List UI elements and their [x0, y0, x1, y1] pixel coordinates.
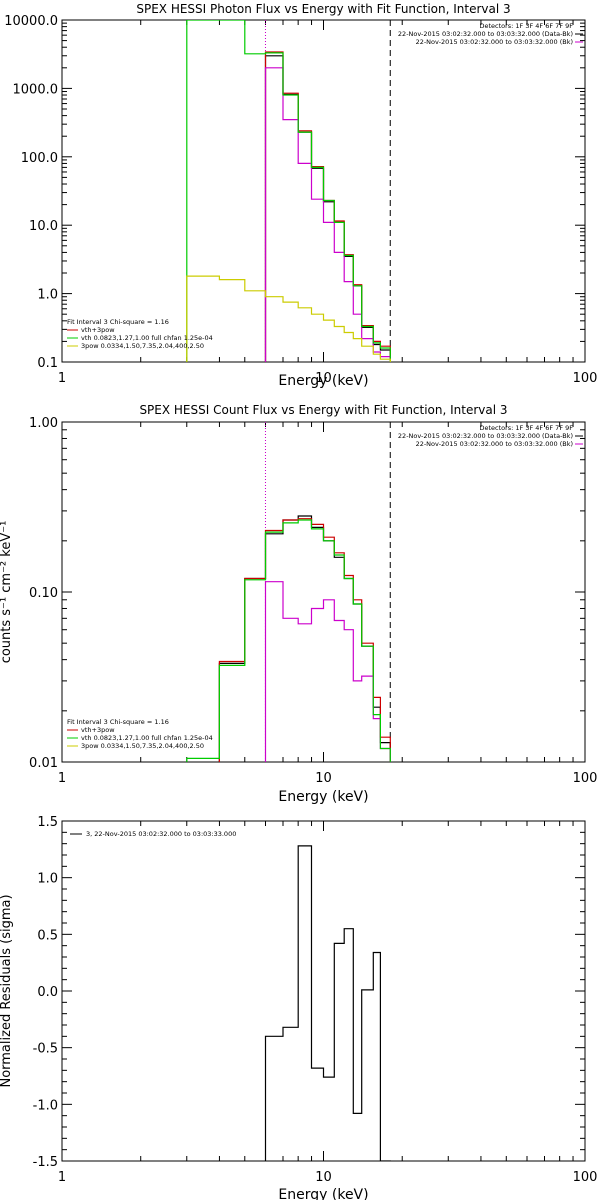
series-2-line	[264, 67, 391, 362]
count-flux-panel: SPEX HESSI Count Flux vs Energy with Fit…	[0, 403, 597, 805]
y-tick-label: 100.0	[21, 151, 58, 166]
info-line: 22-Nov-2015 03:02:32.000 to 03:03:32.000…	[416, 440, 573, 448]
fit-legend-label: vth 0.0823,1.27,1.00 full chfan 1.25e-04	[81, 334, 213, 342]
series-2-line	[264, 581, 391, 762]
x-tick-label: 10	[315, 371, 332, 386]
fit-legend-label: 3pow 0.0334,1.50,7.35,2.04,400,2.50	[81, 342, 204, 350]
plot-frame	[61, 19, 586, 363]
fit-legend-label: vth+3pow	[81, 326, 115, 334]
y-tick-label: 1.00	[29, 416, 58, 431]
x-tick-label: 100	[573, 771, 598, 786]
series-group	[186, 515, 391, 762]
y-tick-label: -1.0	[33, 1098, 58, 1113]
x-tick-label: 100	[573, 371, 598, 386]
fit-legend-label: vth+3pow	[81, 726, 115, 734]
y-axis-label: counts s⁻¹ cm⁻² keV⁻¹	[0, 521, 14, 664]
chart-title: SPEX HESSI Photon Flux vs Energy with Fi…	[136, 2, 510, 16]
y-tick-label: 10.0	[29, 219, 58, 234]
photon-flux-panel: SPEX HESSI Photon Flux vs Energy with Fi…	[4, 2, 597, 389]
series-group	[264, 845, 391, 1161]
y-axis-label: Normalized Residuals (sigma)	[0, 894, 14, 1087]
y-tick-label: 1.0	[37, 288, 58, 303]
y-tick-label: 0.5	[37, 928, 58, 943]
y-tick-label: -1.5	[33, 1155, 58, 1170]
series-0-line	[264, 845, 391, 1161]
y-tick-label: 0.0	[37, 985, 58, 1000]
plot-frame	[61, 421, 586, 763]
info-line: 22-Nov-2015 03:02:32.000 to 03:03:32.000…	[416, 38, 573, 46]
y-tick-label: 0.10	[29, 586, 58, 601]
plot-frame	[61, 820, 586, 1162]
y-tick-label: 1.0	[37, 872, 58, 887]
x-axis-label: Energy (keV)	[278, 1187, 368, 1200]
chart-title: SPEX HESSI Count Flux vs Energy with Fit…	[139, 403, 507, 417]
info-line: 22-Nov-2015 03:02:32.000 to 03:03:32.000…	[398, 30, 573, 38]
y-tick-label: 1000.0	[13, 82, 59, 97]
y-tick-label: 10000.0	[4, 14, 58, 29]
series-1-line	[264, 51, 391, 362]
series-3-line	[186, 20, 391, 362]
x-tick-label: 10	[315, 771, 332, 786]
series-group	[186, 20, 391, 362]
x-tick-label: 1	[58, 371, 66, 386]
x-tick-label: 1	[58, 771, 66, 786]
y-tick-label: -0.5	[33, 1042, 58, 1057]
y-tick-label: 0.01	[29, 756, 58, 771]
residuals-panel: Energy (keV) Normalized Residuals (sigma)…	[0, 815, 597, 1200]
fit-legend-label: 3pow 0.0334,1.50,7.35,2.04,400,2.50	[81, 742, 204, 750]
series-3-line	[186, 519, 391, 762]
x-tick-label: 1	[58, 1170, 66, 1185]
info-line: 22-Nov-2015 03:02:32.000 to 03:03:32.000…	[398, 432, 573, 440]
legend-label: 3, 22-Nov-2015 03:02:32.000 to 03:03:33.…	[86, 830, 236, 838]
series-4-line	[186, 275, 391, 362]
info-line: Detectors: 1F 3F 4F 6F 7F 9F	[479, 22, 573, 30]
fit-legend-label: Fit Interval 3 Chi-square = 1.16	[67, 718, 169, 726]
x-axis-label: Energy (keV)	[278, 373, 368, 389]
series-0-line	[264, 55, 391, 362]
x-tick-label: 100	[573, 1170, 598, 1185]
y-tick-label: 0.1	[37, 356, 58, 371]
fit-legend-label: Fit Interval 3 Chi-square = 1.16	[67, 318, 169, 326]
x-tick-label: 10	[315, 1170, 332, 1185]
y-tick-label: 1.5	[37, 815, 58, 830]
fit-legend-label: vth 0.0823,1.27,1.00 full chfan 1.25e-04	[81, 734, 213, 742]
x-axis-label: Energy (keV)	[278, 789, 368, 805]
info-line: Detectors: 1F 3F 4F 6F 7F 9F	[479, 424, 573, 432]
